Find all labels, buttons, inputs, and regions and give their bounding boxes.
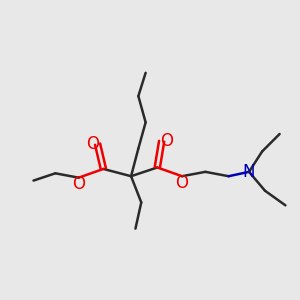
Text: O: O (72, 175, 85, 193)
Text: O: O (176, 174, 188, 192)
Text: O: O (160, 132, 173, 150)
Text: O: O (86, 135, 99, 153)
Text: N: N (243, 163, 255, 181)
